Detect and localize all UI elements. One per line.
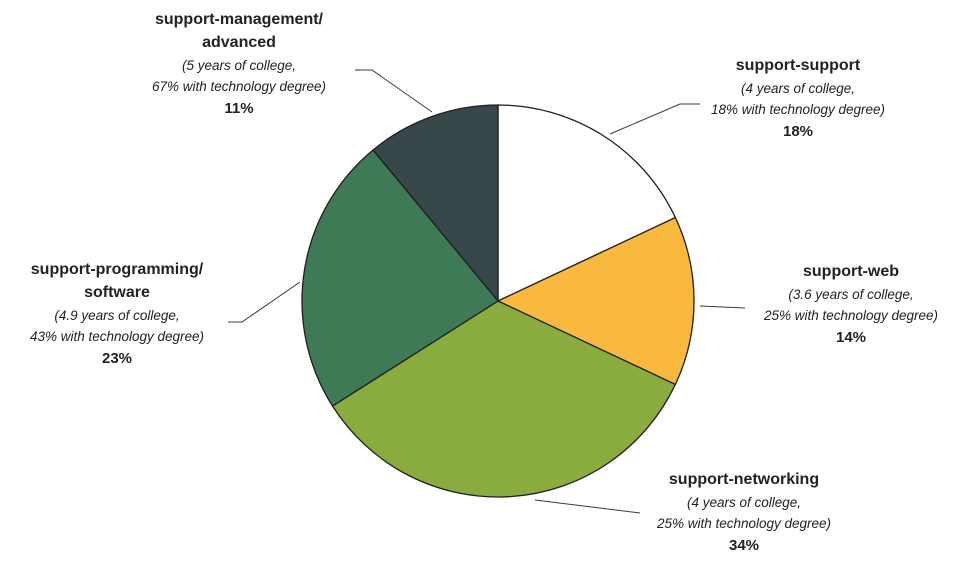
slice-note: (5 years of college, <box>182 58 296 73</box>
leader-line-support-support <box>609 103 700 135</box>
slice-labels: support-support (4 years of college, 18% w… <box>30 11 938 554</box>
slice-note: 67% with technology degree) <box>152 79 326 94</box>
slice-label-support-management-advanced: support-management/advanced (5 years of c… <box>152 11 326 117</box>
slice-percent: 34% <box>729 537 759 554</box>
pie-slice-support-management-advanced <box>372 104 499 303</box>
slice-label-support-networking: support-networking (4 years of college, 25… <box>656 471 831 554</box>
leader-line-support-programming-software <box>228 281 301 323</box>
pie-slice-support-web <box>496 216 695 386</box>
slice-note: 25% with technology degree) <box>763 308 938 323</box>
leader-line-support-web <box>699 305 746 309</box>
slice-note: (3.6 years of college, <box>788 287 913 302</box>
slice-percent: 14% <box>836 329 866 346</box>
slice-note: 25% with technology degree) <box>656 516 831 531</box>
leader-lines <box>228 69 746 514</box>
slice-note: 43% with technology degree) <box>30 329 204 344</box>
pie-slice-support-programming-software <box>301 149 499 407</box>
slice-label-support-programming-software: support-programming/software (4.9 years o… <box>30 261 204 367</box>
pie-slice-support-support <box>497 104 677 303</box>
slice-note: (4 years of college, <box>687 495 801 510</box>
slice-label-support-web: support-web (3.6 years of college, 25% wit… <box>763 263 938 346</box>
slice-title: support-support <box>736 57 861 74</box>
slice-title: support-networking <box>669 471 819 488</box>
slice-note: (4.9 years of college, <box>54 308 179 323</box>
slice-label-support-support: support-support (4 years of college, 18% w… <box>711 57 885 140</box>
slice-title: support-web <box>803 263 899 280</box>
slice-percent: 11% <box>224 100 253 117</box>
slice-title: support-programming/ <box>31 261 204 278</box>
slice-title: support-management/ <box>155 11 324 28</box>
slice-note: 18% with technology degree) <box>711 102 885 117</box>
pie-slices <box>301 104 695 498</box>
slice-percent: 18% <box>783 123 813 140</box>
slice-note: (4 years of college, <box>741 81 855 96</box>
slice-title: advanced <box>202 34 276 51</box>
leader-line-support-networking <box>534 499 641 514</box>
pie-slice-support-networking <box>331 300 677 498</box>
slice-percent: 23% <box>102 350 132 367</box>
leader-line-support-management-advanced <box>355 69 433 113</box>
slice-title: software <box>84 284 150 301</box>
